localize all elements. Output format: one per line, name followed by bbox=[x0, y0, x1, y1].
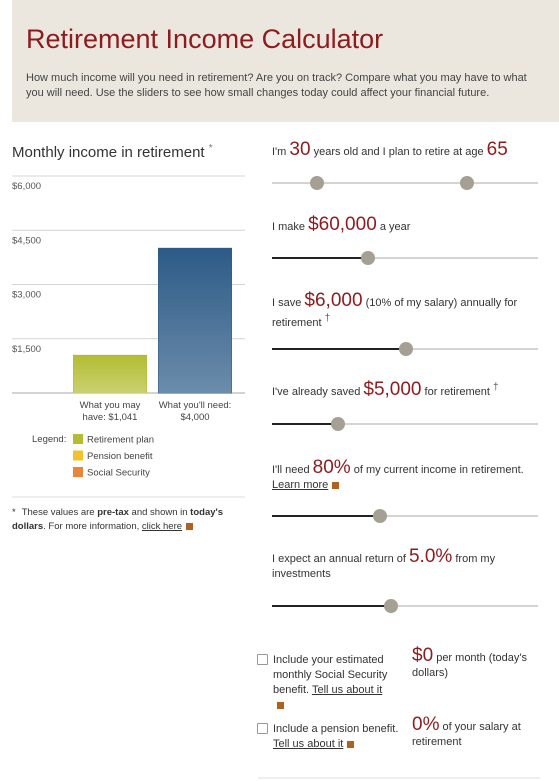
text: These values are bbox=[21, 507, 98, 518]
value: 5.0% bbox=[408, 546, 453, 567]
y-tick-label: $4,500 bbox=[12, 235, 41, 246]
checkbox[interactable] bbox=[257, 723, 268, 734]
value: 0% bbox=[412, 714, 440, 735]
text: I'll need bbox=[272, 464, 313, 476]
title: Retirement Income Calculator bbox=[26, 24, 384, 54]
text: years old and I plan to retire at age bbox=[310, 146, 487, 158]
slider-handle[interactable] bbox=[331, 417, 345, 431]
text: I've already saved bbox=[272, 386, 364, 398]
legend-item: Retirement plan bbox=[87, 435, 154, 446]
y-tick-label: $3,000 bbox=[12, 290, 41, 301]
legend-item: Pension benefit bbox=[87, 451, 153, 462]
text: of my current income in retirement. bbox=[350, 464, 524, 476]
bold-text: pre-tax bbox=[97, 507, 129, 518]
description: How much income will you need in retirem… bbox=[26, 72, 527, 99]
bold-text: today's dollars bbox=[12, 507, 224, 532]
option-value: 0% of your salary at retirement bbox=[412, 715, 542, 750]
legend-swatch bbox=[73, 467, 83, 477]
external-icon bbox=[186, 522, 194, 530]
x-tick-label: What you'll need: $4,000 bbox=[158, 400, 232, 423]
legend-swatch bbox=[73, 434, 83, 444]
chart-title-wrap: Monthly income in retirement * bbox=[12, 143, 213, 161]
footnote-text: These values are pre-tax and shown in to… bbox=[12, 507, 223, 532]
text: a year bbox=[376, 221, 411, 233]
y-tick-label: $6,000 bbox=[12, 181, 41, 192]
footnote-mark: * bbox=[12, 507, 16, 518]
option-label: Include a pension benefit. Tell us about… bbox=[273, 722, 401, 752]
text: I expect an annual return of bbox=[272, 553, 409, 565]
value: 30 bbox=[289, 139, 311, 160]
text: I make bbox=[272, 221, 309, 233]
text: for retirement bbox=[421, 386, 494, 398]
checkbox[interactable] bbox=[257, 654, 268, 665]
input-label: I expect an annual return of 5.0% from m… bbox=[272, 547, 537, 582]
text: . For more information, bbox=[43, 520, 142, 532]
text: of your salary at retirement bbox=[412, 721, 521, 748]
value: 65 bbox=[486, 139, 508, 160]
header: Retirement Income Calculator How much in… bbox=[12, 0, 559, 122]
link[interactable]: Tell us about it bbox=[311, 684, 383, 696]
text: from my investments bbox=[272, 553, 496, 580]
legend-label: Legend: bbox=[32, 434, 66, 445]
title-mark: * bbox=[208, 143, 213, 154]
external-icon bbox=[277, 702, 284, 709]
value: 80% bbox=[312, 457, 351, 478]
option-label: Include your estimated monthly Social Se… bbox=[273, 653, 391, 713]
input-label: I make $60,000 a year bbox=[272, 215, 537, 235]
value: $6,000 bbox=[304, 290, 363, 311]
bar-shade bbox=[73, 355, 147, 393]
link[interactable]: Tell us about it bbox=[273, 738, 344, 750]
option-value: $0 per month (today's dollars) bbox=[412, 646, 542, 681]
text: (10% of my salary) annually for retireme… bbox=[272, 297, 518, 329]
footnote-mark: † bbox=[493, 382, 499, 393]
text: per month (today's dollars) bbox=[412, 652, 527, 679]
legend-swatch bbox=[73, 450, 83, 461]
link[interactable]: Learn more bbox=[272, 479, 329, 491]
link[interactable]: click here bbox=[141, 520, 183, 532]
value: $60,000 bbox=[308, 214, 377, 235]
footnote: * These values are pre-tax and shown in t… bbox=[12, 506, 242, 533]
slider-handle[interactable] bbox=[310, 176, 324, 190]
input-label: I've already saved $5,000 for retirement… bbox=[272, 380, 537, 400]
slider-handle[interactable] bbox=[460, 176, 474, 190]
text: and shown in bbox=[128, 507, 191, 518]
slider-handle[interactable] bbox=[384, 599, 398, 613]
value: $0 bbox=[412, 645, 434, 666]
input-label: I'm 30 years old and I plan to retire at… bbox=[272, 140, 537, 160]
x-tick-label: What you may have: $1,041 bbox=[79, 400, 141, 423]
legend-item: Social Security bbox=[87, 468, 150, 479]
bar-shade bbox=[158, 248, 232, 393]
input-label: I save $6,000 (10% of my salary) annuall… bbox=[272, 291, 537, 331]
slider-handle[interactable] bbox=[361, 251, 375, 265]
input-label: I'll need 80% of my current income in re… bbox=[272, 458, 537, 493]
slider-handle[interactable] bbox=[399, 342, 413, 356]
y-tick-label: $1,500 bbox=[12, 344, 41, 355]
text: I save bbox=[272, 297, 305, 309]
text: I'm bbox=[272, 146, 290, 158]
text: Include your estimated monthly Social Se… bbox=[273, 654, 388, 696]
external-icon bbox=[332, 482, 340, 489]
slider-handle[interactable] bbox=[373, 509, 387, 523]
chart-title: Monthly income in retirement bbox=[12, 144, 205, 161]
footnote-mark: † bbox=[324, 313, 331, 324]
value: $5,000 bbox=[363, 379, 422, 400]
text: Include a pension benefit. bbox=[273, 723, 399, 735]
external-icon bbox=[347, 741, 355, 748]
